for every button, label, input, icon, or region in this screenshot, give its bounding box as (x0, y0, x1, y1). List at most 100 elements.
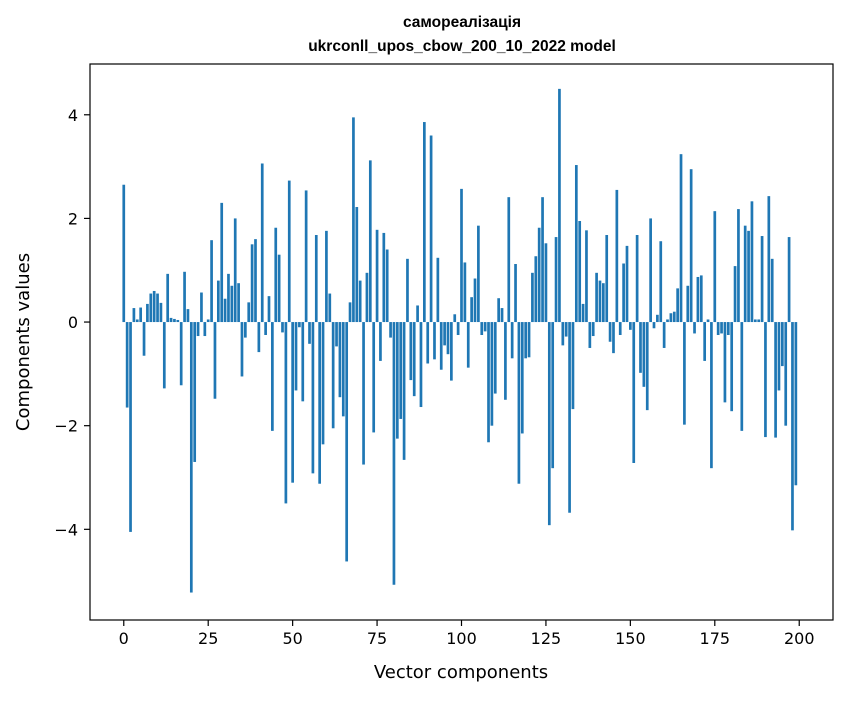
bar-134 (574, 165, 578, 323)
bar-195 (780, 322, 784, 367)
bar-169 (693, 322, 696, 334)
bar-156 (649, 218, 652, 323)
bar-177 (720, 322, 723, 334)
bar-44 (271, 322, 274, 431)
bar-118 (520, 322, 524, 434)
bar-55 (308, 322, 311, 344)
bar-37 (247, 302, 251, 323)
bars-group (122, 88, 798, 593)
bar-153 (639, 322, 642, 373)
bar-175 (713, 211, 717, 323)
bar-95 (443, 322, 446, 346)
bar-145 (612, 322, 615, 354)
bar-198 (791, 322, 794, 531)
bar-108 (487, 322, 490, 443)
bar-129 (558, 88, 561, 323)
y-axis-label: Components values (13, 253, 34, 431)
bar-7 (146, 303, 149, 323)
bar-171 (699, 275, 703, 323)
bar-126 (547, 322, 551, 526)
y-tick-label: −2 (54, 417, 78, 436)
bar-39 (254, 239, 257, 323)
bar-123 (537, 227, 541, 323)
bar-79 (389, 322, 392, 338)
x-tick-label: 200 (784, 629, 815, 648)
bar-107 (483, 322, 487, 332)
bar-24 (203, 322, 207, 337)
bar-120 (527, 322, 531, 358)
bar-172 (703, 322, 707, 361)
bar-3 (132, 308, 136, 323)
bar-36 (244, 322, 247, 338)
bar-16 (176, 319, 180, 323)
bar-100 (460, 188, 463, 323)
bar-57 (314, 235, 318, 323)
bar-99 (456, 322, 460, 335)
bar-52 (298, 322, 301, 328)
bar-187 (753, 319, 757, 323)
bar-12 (162, 322, 166, 389)
bar-47 (281, 322, 284, 333)
bar-85 (409, 322, 413, 381)
bar-50 (291, 322, 294, 483)
bar-179 (726, 322, 730, 335)
bar-160 (662, 322, 666, 348)
bar-162 (669, 313, 673, 323)
y-tick-label: 0 (68, 313, 78, 332)
bar-63 (335, 322, 338, 347)
bar-180 (730, 322, 734, 412)
bar-98 (453, 314, 457, 323)
bar-196 (784, 322, 788, 426)
bar-5 (139, 307, 143, 323)
bar-127 (551, 322, 555, 469)
bar-124 (541, 197, 544, 323)
bar-125 (544, 243, 548, 323)
bar-1 (125, 322, 129, 408)
bar-90 (426, 322, 430, 364)
bar-110 (493, 322, 497, 394)
bar-53 (301, 322, 305, 402)
bar-148 (622, 263, 625, 323)
bar-146 (615, 189, 619, 323)
bar-23 (200, 292, 203, 323)
bar-27 (213, 322, 217, 399)
bar-189 (760, 236, 764, 323)
bar-42 (264, 322, 267, 335)
bar-81 (395, 322, 399, 439)
bar-88 (419, 322, 423, 408)
bar-176 (716, 322, 720, 335)
bar-164 (676, 288, 679, 323)
bar-183 (740, 322, 744, 431)
bar-69 (355, 207, 359, 323)
bar-109 (490, 322, 494, 426)
bar-141 (598, 280, 602, 323)
bar-61 (328, 293, 332, 323)
bar-75 (375, 229, 379, 323)
bar-62 (331, 322, 335, 429)
bar-31 (227, 273, 230, 323)
bar-32 (230, 285, 234, 323)
bar-15 (173, 318, 176, 323)
bar-174 (710, 322, 713, 469)
bar-72 (365, 272, 369, 323)
bar-13 (166, 273, 170, 323)
bar-8 (149, 293, 153, 323)
bar-45 (274, 227, 278, 323)
chart-title: самореалізація (403, 14, 521, 31)
bar-17 (179, 322, 183, 386)
bar-184 (743, 225, 747, 323)
bar-151 (632, 322, 636, 463)
bar-136 (581, 303, 585, 323)
bar-113 (504, 322, 507, 400)
bar-9 (152, 290, 156, 323)
bar-102 (466, 322, 470, 368)
bar-149 (625, 245, 629, 323)
bar-165 (679, 154, 683, 323)
bar-94 (439, 322, 443, 370)
x-tick-label: 0 (119, 629, 129, 648)
y-axis-ticks: −4 −2 0 2 4 (54, 106, 90, 539)
bar-68 (352, 117, 355, 323)
bar-154 (642, 322, 646, 387)
bar-54 (304, 190, 308, 323)
